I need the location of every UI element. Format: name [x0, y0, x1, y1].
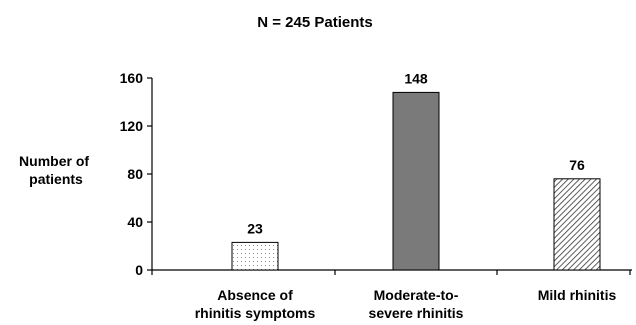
x-tick-label: Absence of rhinitis symptoms — [195, 287, 316, 321]
x-tick-label-line: Absence of — [217, 287, 293, 303]
y-axis-label-line-2: patients — [29, 171, 83, 187]
x-tick-label: Moderate-to-severe rhinitis — [369, 287, 464, 321]
data-label: 76 — [569, 157, 585, 173]
y-tick-label: 120 — [120, 118, 144, 134]
bar — [553, 178, 601, 271]
y-tick-label: 0 — [135, 262, 143, 278]
y-axis-label: Number of patients — [19, 153, 93, 187]
data-label: 148 — [404, 70, 428, 86]
bar — [231, 241, 279, 271]
chart-title: N = 245 Patients — [257, 14, 372, 31]
x-tick-label-line: rhinitis symptoms — [195, 305, 316, 321]
y-tick-label: 160 — [120, 70, 144, 86]
x-tick-label-line: Moderate-to- — [374, 287, 459, 303]
y-axis-label-line-1: Number of — [19, 153, 89, 169]
plot-area: 0 40 80 120 160 23 Absence of rhinitis symptoms… — [120, 70, 632, 321]
x-tick-label: Mild rhinitis — [538, 287, 617, 303]
data-label: 23 — [247, 220, 263, 236]
y-tick-label: 40 — [127, 214, 143, 230]
y-tick-label: 80 — [127, 166, 143, 182]
x-tick-label-line: severe rhinitis — [369, 305, 464, 321]
x-tick-label-line: Mild rhinitis — [538, 287, 617, 303]
bar — [392, 91, 440, 271]
